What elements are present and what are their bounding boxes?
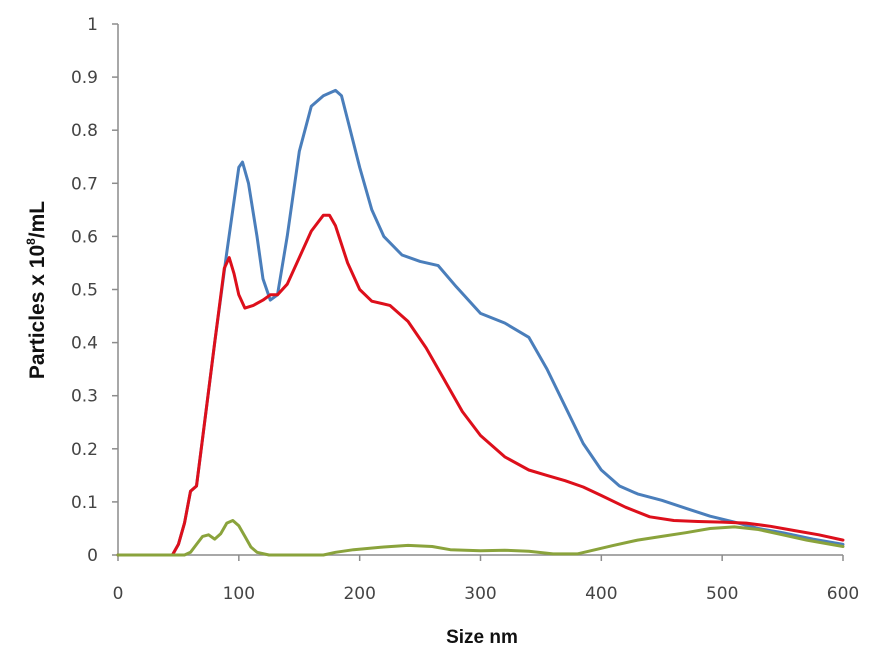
y-axis-ticks: 0 0.1 0.2 0.3 0.4 0.5 0.6 0.7 0.8 0.9 1 xyxy=(71,15,118,566)
y-tick-label: 0 xyxy=(87,546,98,566)
y-tick-label: 0.7 xyxy=(71,174,98,194)
x-tick-label: 100 xyxy=(223,584,255,604)
x-tick-label: 300 xyxy=(464,584,496,604)
x-tick-label: 200 xyxy=(343,584,375,604)
y-tick-label: 0.8 xyxy=(71,121,98,141)
x-axis-title: Size nm xyxy=(446,627,518,648)
y-tick-label: 0.3 xyxy=(71,387,98,407)
series-line-2 xyxy=(116,213,845,557)
x-axis-ticks: 0 100 200 300 400 500 600 xyxy=(113,555,859,604)
series-line-1 xyxy=(116,88,845,557)
y-tick-label: 1 xyxy=(87,15,98,35)
series-lines xyxy=(116,88,845,557)
x-tick-label: 0 xyxy=(113,584,124,604)
y-axis-title-main: Particles x 10 xyxy=(26,245,49,379)
y-axis-title-exponent: 8 xyxy=(24,238,38,245)
y-tick-label: 0.5 xyxy=(71,281,98,301)
x-tick-label: 400 xyxy=(585,584,617,604)
y-tick-label: 0.1 xyxy=(71,493,98,513)
y-tick-label: 0.9 xyxy=(71,68,98,88)
y-tick-label: 0.6 xyxy=(71,227,98,247)
y-axis-title: Particles x 108/mL xyxy=(24,201,49,379)
series-line-3 xyxy=(116,519,845,557)
x-tick-label: 600 xyxy=(827,584,859,604)
y-tick-label: 0.2 xyxy=(71,440,98,460)
y-tick-label: 0.4 xyxy=(71,334,98,354)
x-tick-label: 500 xyxy=(706,584,738,604)
y-axis-title-unit: /mL xyxy=(26,201,49,239)
